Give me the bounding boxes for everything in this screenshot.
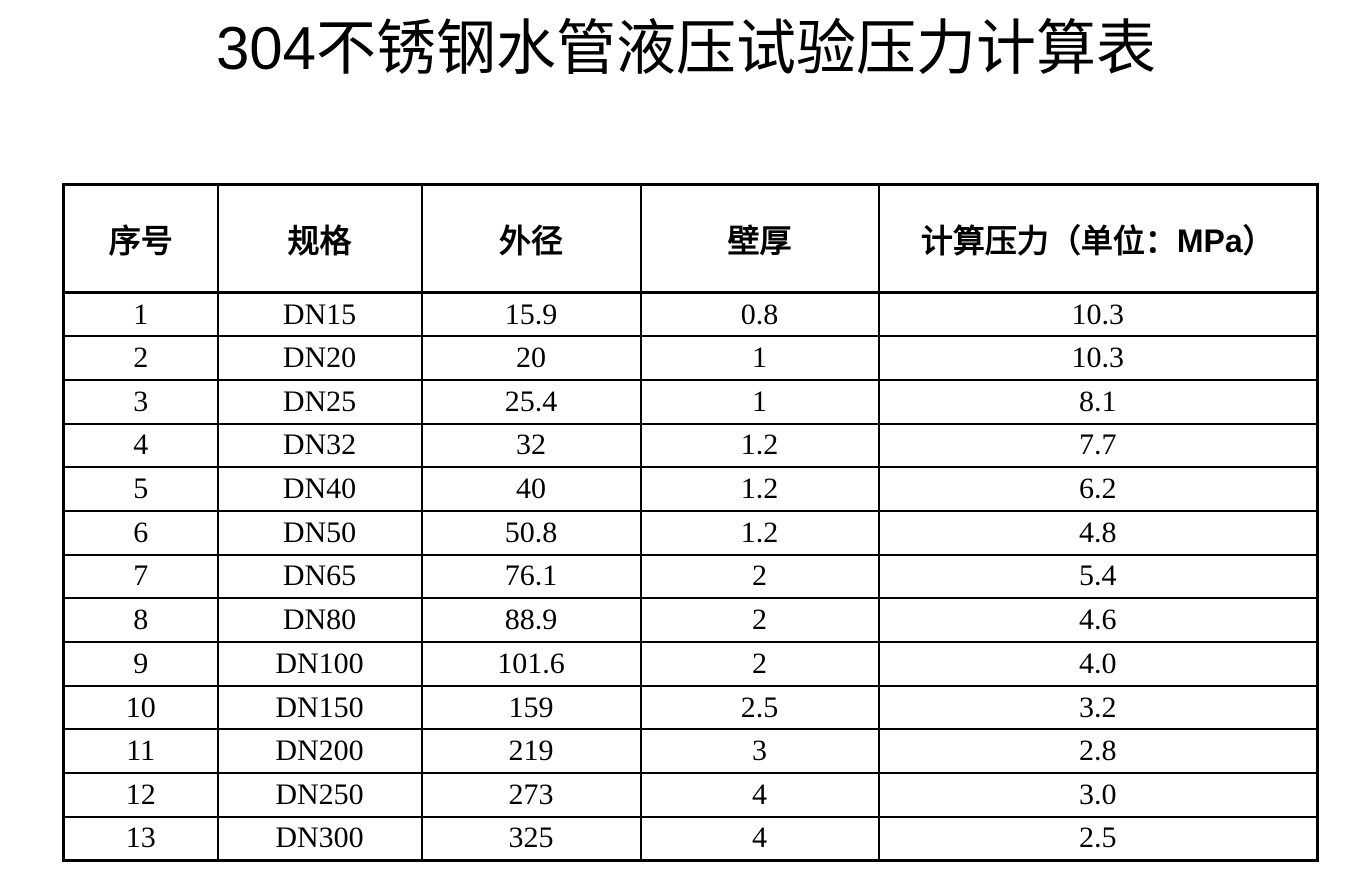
table-cell: DN20: [216, 335, 423, 381]
table-cell: 4: [62, 422, 219, 469]
table-cell: DN150: [216, 684, 423, 731]
table-cell: 101.6: [420, 641, 642, 687]
table-cell: 2: [62, 335, 219, 381]
table-cell: 4.6: [877, 597, 1319, 643]
table-cell: DN25: [216, 378, 423, 425]
table-cell: DN50: [216, 509, 423, 556]
table-cell: DN100: [216, 641, 423, 687]
table-cell: 2.5: [639, 684, 880, 731]
table-cell: 4: [639, 815, 880, 862]
table-cell: 1: [62, 291, 219, 338]
table-cell: 4.8: [877, 509, 1319, 556]
table-cell: DN40: [216, 466, 423, 512]
table-row: 12 DN250 273 4 3.0: [62, 772, 1319, 818]
table-row: 6 DN50 50.8 1.2 4.8: [62, 509, 1319, 556]
table-row: 5 DN40 40 1.2 6.2: [62, 466, 1319, 512]
table-header: 序号 规格 外径 壁厚 计算压力（单位：MPa）: [62, 183, 1319, 294]
table-cell: 76.1: [420, 553, 642, 600]
table-cell: 2: [639, 641, 880, 687]
table-cell: 4: [639, 772, 880, 818]
table-cell: 3.2: [877, 684, 1319, 731]
table-row: 7 DN65 76.1 2 5.4: [62, 553, 1319, 600]
table-cell: 5: [62, 466, 219, 512]
table-cell: 0.8: [639, 291, 880, 338]
table-cell: 10.3: [877, 291, 1319, 338]
page-title: 304不锈钢水管液压试验压力计算表: [215, 15, 1157, 82]
table-cell: 5.4: [877, 553, 1319, 600]
table-cell: 1.2: [639, 509, 880, 556]
table-cell: 11: [62, 728, 219, 775]
table-cell: 13: [62, 815, 219, 862]
table-cell: 2: [639, 597, 880, 643]
table-cell: DN300: [216, 815, 423, 862]
table-cell: 88.9: [420, 597, 642, 643]
table-row: 13 DN300 325 4 2.5: [62, 815, 1319, 862]
table-cell: 219: [420, 728, 642, 775]
table-cell: 159: [420, 684, 642, 731]
column-header-pressure: 计算压力（单位：MPa）: [877, 183, 1319, 294]
table-cell: 50.8: [420, 509, 642, 556]
table-cell: 2.5: [877, 815, 1319, 862]
table-cell: DN200: [216, 728, 423, 775]
table-cell: DN65: [216, 553, 423, 600]
table-cell: 40: [420, 466, 642, 512]
table-cell: DN250: [216, 772, 423, 818]
table-row: 1 DN15 15.9 0.8 10.3: [62, 291, 1319, 338]
table-cell: 1.2: [639, 422, 880, 469]
column-header-outer-diameter: 外径: [420, 183, 642, 294]
table-row: 2 DN20 20 1 10.3: [62, 335, 1319, 381]
column-header-index: 序号: [62, 183, 219, 294]
table-row: 9 DN100 101.6 2 4.0: [62, 641, 1319, 687]
table-cell: 6: [62, 509, 219, 556]
table-cell: DN32: [216, 422, 423, 469]
table-cell: 3: [62, 378, 219, 425]
table-cell: 325: [420, 815, 642, 862]
table-cell: 2.8: [877, 728, 1319, 775]
table-row: 11 DN200 219 3 2.8: [62, 728, 1319, 775]
table-cell: 3.0: [877, 772, 1319, 818]
table-cell: 1.2: [639, 466, 880, 512]
table-cell: 2: [639, 553, 880, 600]
table-row: 8 DN80 88.9 2 4.6: [62, 597, 1319, 643]
table-cell: 3: [639, 728, 880, 775]
table-cell: 10.3: [877, 335, 1319, 381]
table-row: 4 DN32 32 1.2 7.7: [62, 422, 1319, 469]
table-cell: DN15: [216, 291, 423, 338]
table-cell: DN80: [216, 597, 423, 643]
table-cell: 25.4: [420, 378, 642, 425]
table-cell: 7: [62, 553, 219, 600]
table-cell: 8: [62, 597, 219, 643]
table-cell: 1: [639, 335, 880, 381]
table-cell: 273: [420, 772, 642, 818]
table-cell: 6.2: [877, 466, 1319, 512]
table-row: 10 DN150 159 2.5 3.2: [62, 684, 1319, 731]
table-cell: 8.1: [877, 378, 1319, 425]
table-body: 1 DN15 15.9 0.8 10.3 2 DN20 20 1 10.3 3 DN25 25.4 1 8.…: [62, 291, 1319, 862]
table-cell: 4.0: [877, 641, 1319, 687]
table-cell: 1: [639, 378, 880, 425]
table-cell: 20: [420, 335, 642, 381]
header-row: 序号 规格 外径 壁厚 计算压力（单位：MPa）: [62, 183, 1319, 294]
pressure-calculation-table: 序号 规格 外径 壁厚 计算压力（单位：MPa） 1 DN15 15.9 0.8 10.…: [62, 183, 1319, 862]
table-row: 3 DN25 25.4 1 8.1: [62, 378, 1319, 425]
table-cell: 10: [62, 684, 219, 731]
column-header-wall-thickness: 壁厚: [639, 183, 880, 294]
table-cell: 15.9: [420, 291, 642, 338]
table-cell: 12: [62, 772, 219, 818]
table-cell: 9: [62, 641, 219, 687]
table-cell: 7.7: [877, 422, 1319, 469]
table-cell: 32: [420, 422, 642, 469]
column-header-spec: 规格: [216, 183, 423, 294]
